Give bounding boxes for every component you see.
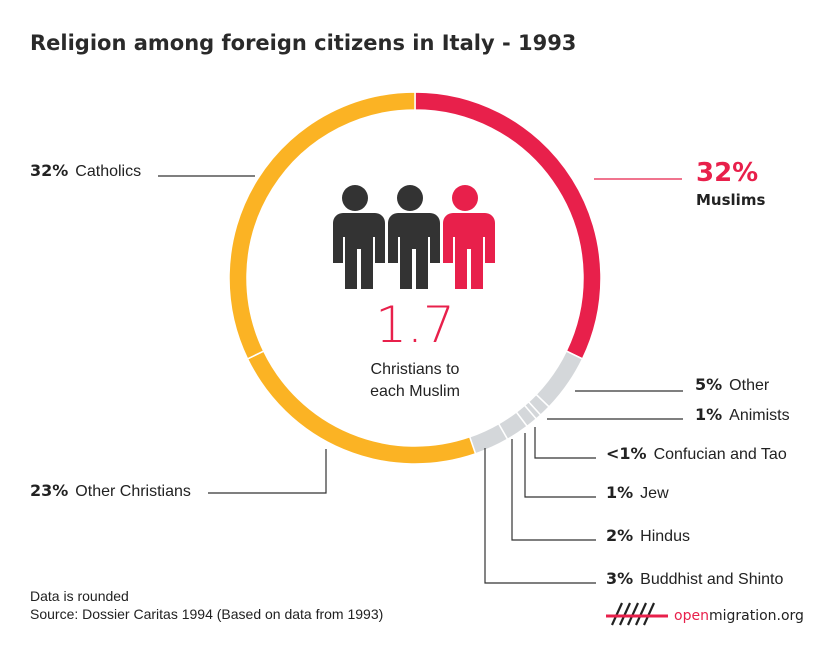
svg-text:3%Buddhist and Shinto: 3% Buddhist and Shinto: [606, 569, 783, 588]
slice-name: Muslims: [696, 191, 765, 209]
donut-ring: [228, 91, 602, 465]
leader-lines: [158, 175, 683, 584]
slice-label-catholics: 32% Catholics: [30, 161, 141, 180]
slice-name: Animists: [729, 407, 789, 424]
ratio-caption-line1: Christians to: [371, 361, 460, 378]
leader-line-buddhist: [484, 448, 596, 584]
donut-slice-buddhist-and-shinto: [468, 422, 509, 455]
source-note: Source: Dossier Caritas 1994 (Based on d…: [30, 606, 383, 622]
svg-text:1%Animists: 1% Animists: [695, 405, 790, 424]
chart-title: Religion among foreign citizens in Italy…: [30, 31, 576, 55]
slice-label-hindus: 2% Hindus: [606, 526, 690, 545]
rounding-note: Data is rounded: [30, 588, 129, 604]
svg-text:<1%Confucian and Tao: <1% Confucian and Tao: [606, 444, 787, 463]
slice-pct: 2%: [606, 526, 633, 545]
svg-text:5%Other: 5% Other: [695, 375, 770, 394]
slice-pct: 5%: [695, 375, 722, 394]
ratio-caption-line2: each Muslim: [370, 383, 460, 400]
brand-logo: openmigration.org: [606, 602, 804, 626]
donut-slice-catholics: [228, 91, 416, 360]
people-icon: [333, 185, 495, 289]
slice-label-confucian: <1% Confucian and Tao: [606, 444, 787, 463]
slice-pct: 32%: [696, 158, 758, 188]
leader-line-confucian: [534, 427, 596, 459]
person-icon: [388, 185, 440, 289]
slice-pct: 1%: [606, 483, 633, 502]
slice-name: Other Christians: [75, 483, 191, 500]
slice-pct: 32%: [30, 161, 68, 180]
slice-pct: 1%: [695, 405, 722, 424]
brand-text-rest: migration.org: [709, 608, 804, 624]
svg-text:2%Hindus: 2% Hindus: [606, 526, 690, 545]
svg-text:23%Other Christians: 23% Other Christians: [30, 481, 191, 500]
slice-name: Buddhist and Shinto: [640, 571, 783, 588]
svg-text:openmigration.org: openmigration.org: [674, 608, 804, 624]
slice-label-muslims: 32% Muslims: [696, 158, 765, 209]
person-icon: [333, 185, 385, 289]
slice-label-animists: 1% Animists: [695, 405, 790, 424]
brand-text-open: open: [674, 608, 709, 624]
svg-text:1%Jew: 1% Jew: [606, 483, 669, 502]
slice-label-other: 5% Other: [695, 375, 770, 394]
slice-name: Jew: [640, 485, 669, 502]
slice-pct: 3%: [606, 569, 633, 588]
person-icon: [443, 185, 495, 289]
donut-slice-other: [535, 350, 584, 408]
slice-name: Confucian and Tao: [654, 446, 787, 463]
brand-mark-icon: [606, 602, 668, 626]
slice-label-buddhist: 3% Buddhist and Shinto: [606, 569, 783, 588]
slice-name: Catholics: [75, 163, 141, 180]
ratio-number: 1.7: [375, 296, 455, 354]
slice-pct: <1%: [606, 444, 647, 463]
leader-line-jew: [524, 433, 596, 498]
slice-pct: 23%: [30, 481, 68, 500]
slice-name: Other: [729, 377, 770, 394]
slice-name: Hindus: [640, 528, 690, 545]
leader-line-hindus: [511, 439, 596, 541]
leader-line-other-christians: [208, 449, 327, 494]
svg-text:32%Catholics: 32% Catholics: [30, 161, 141, 180]
slice-label-other-christians: 23% Other Christians: [30, 481, 191, 500]
slice-label-jew: 1% Jew: [606, 483, 669, 502]
